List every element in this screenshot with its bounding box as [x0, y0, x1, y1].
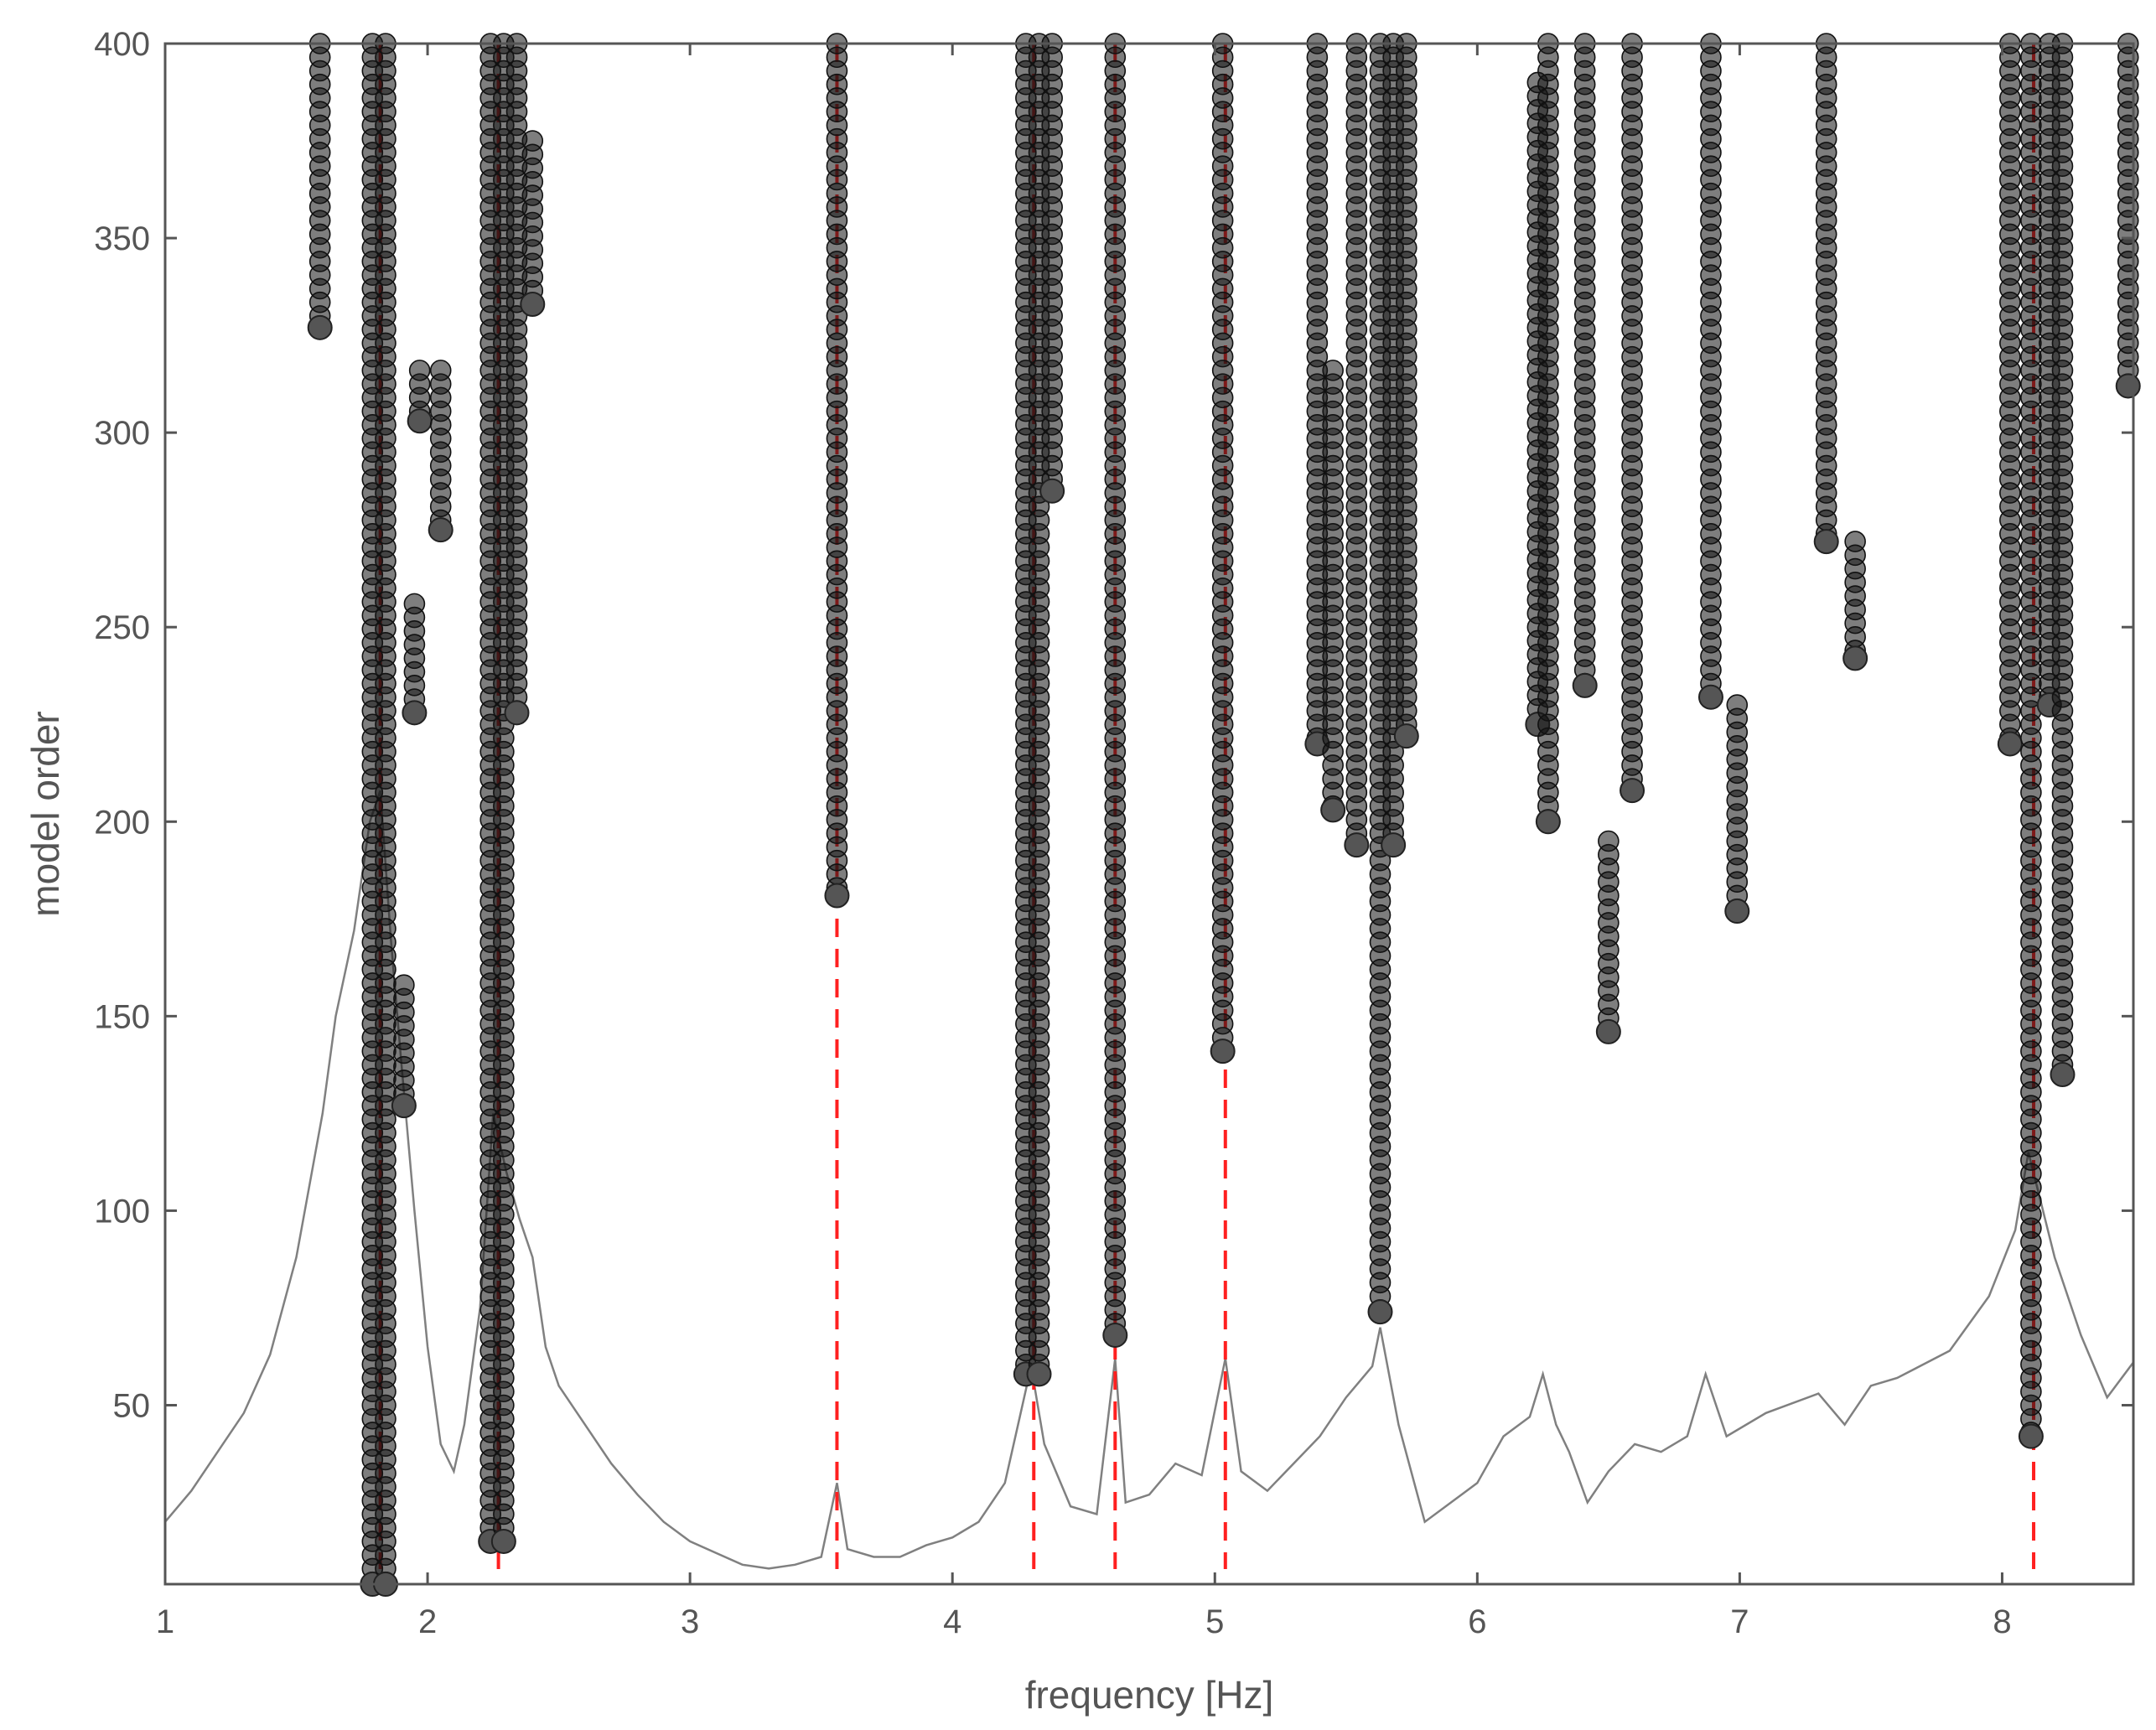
pole-marker — [1572, 672, 1598, 698]
pole-marker — [428, 517, 453, 543]
pole-column — [824, 33, 850, 909]
identified-frequency-layer — [378, 44, 2036, 1569]
pole-column — [1620, 33, 1646, 804]
pole-marker — [1842, 645, 1868, 671]
pole-column — [372, 33, 398, 1597]
pole-column — [402, 593, 428, 726]
x-tick-label: 4 — [943, 1603, 961, 1640]
pole-column — [1813, 33, 1839, 555]
pole-marker — [1210, 1039, 1236, 1064]
pole-marker — [1724, 899, 1750, 925]
pole-marker — [1997, 731, 2023, 757]
x-tick-label: 2 — [418, 1603, 437, 1640]
pole-column — [391, 974, 417, 1119]
y-tick-label: 150 — [94, 998, 150, 1035]
pole-marker — [1393, 723, 1419, 749]
y-tick-label: 50 — [113, 1387, 151, 1424]
pole-marker — [2018, 1423, 2044, 1449]
pole-marker — [2050, 1061, 2076, 1087]
pole-column — [1393, 33, 1419, 749]
y-tick-label: 300 — [94, 415, 150, 452]
pole-marker — [391, 1093, 417, 1119]
stable-poles-layer — [307, 33, 2141, 1597]
x-tick-label: 8 — [1993, 1603, 2011, 1640]
pole-column — [1344, 33, 1370, 858]
y-tick-label: 100 — [94, 1193, 150, 1230]
pole-column — [1842, 531, 1868, 671]
pole-marker — [504, 700, 530, 726]
y-tick-label: 250 — [94, 609, 150, 646]
pole-marker — [407, 408, 433, 434]
pole-marker — [1381, 832, 1407, 858]
pole-marker — [1595, 1018, 1621, 1044]
y-tick-label: 400 — [94, 26, 150, 63]
pole-marker — [1620, 778, 1646, 804]
pole-marker — [490, 1528, 516, 1554]
pole-column — [407, 360, 433, 434]
x-axis: 1 2 3 4 5 6 7 8 — [156, 44, 2012, 1640]
pole-marker — [1102, 1322, 1128, 1348]
y-axis-label: model order — [23, 711, 67, 916]
pole-column — [1724, 694, 1750, 925]
pole-column — [1210, 33, 1236, 1064]
spectrum-curve — [164, 790, 2135, 1570]
y-axis: 50 100 150 200 250 300 350 400 — [94, 26, 2133, 1424]
pole-marker — [1535, 809, 1561, 835]
pole-column — [2115, 33, 2141, 399]
pole-column — [428, 360, 453, 543]
x-tick-label: 6 — [1468, 1603, 1486, 1640]
pole-marker — [1320, 797, 1346, 823]
pole-marker — [1697, 684, 1723, 710]
pole-column — [1535, 33, 1561, 835]
pole-column — [1304, 33, 1330, 757]
pole-marker — [520, 291, 546, 317]
x-tick-label: 1 — [156, 1603, 174, 1640]
x-tick-label: 3 — [681, 1603, 699, 1640]
pole-column — [1039, 33, 1065, 504]
pole-column — [1697, 33, 1723, 710]
pole-marker — [1344, 832, 1370, 858]
y-tick-label: 200 — [94, 804, 150, 841]
pole-column — [520, 130, 546, 317]
pole-column — [1997, 33, 2023, 757]
pole-marker — [824, 883, 850, 909]
plot-frame — [163, 42, 2135, 1586]
x-tick-label: 7 — [1730, 1603, 1749, 1640]
pole-column — [1595, 830, 1621, 1044]
pole-marker — [1367, 1299, 1393, 1325]
pole-column — [2050, 33, 2076, 1087]
pole-column — [1102, 33, 1128, 1348]
x-axis-label: frequency [Hz] — [1025, 1673, 1274, 1717]
pole-marker — [1813, 529, 1839, 555]
pole-marker — [2115, 373, 2141, 399]
x-tick-label: 5 — [1205, 1603, 1224, 1640]
pole-marker — [307, 314, 333, 340]
pole-marker — [1026, 1361, 1052, 1387]
y-tick-label: 350 — [94, 220, 150, 257]
pole-marker — [1039, 478, 1065, 504]
pole-marker — [402, 700, 428, 726]
pole-column — [307, 33, 333, 340]
pole-column — [1320, 360, 1346, 823]
pole-column — [504, 33, 530, 726]
pole-column — [1572, 33, 1598, 698]
spectrum-layer — [164, 790, 2135, 1570]
